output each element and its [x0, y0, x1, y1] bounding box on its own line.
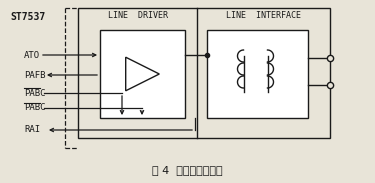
Text: 图 4  电力线接口框图: 图 4 电力线接口框图 [152, 165, 222, 175]
Text: LINE  DRIVER: LINE DRIVER [108, 12, 168, 20]
Text: LINE  INTERFACE: LINE INTERFACE [226, 12, 301, 20]
Bar [207, 30, 308, 118]
Bar [78, 8, 330, 138]
Text: PAFB: PAFB [24, 70, 45, 79]
Text: PABC: PABC [24, 104, 45, 113]
Bar [100, 30, 185, 118]
Text: PABC: PABC [24, 89, 45, 98]
Text: ATO: ATO [24, 51, 40, 59]
Text: RAI: RAI [24, 126, 40, 135]
Text: ST7537: ST7537 [10, 12, 45, 22]
